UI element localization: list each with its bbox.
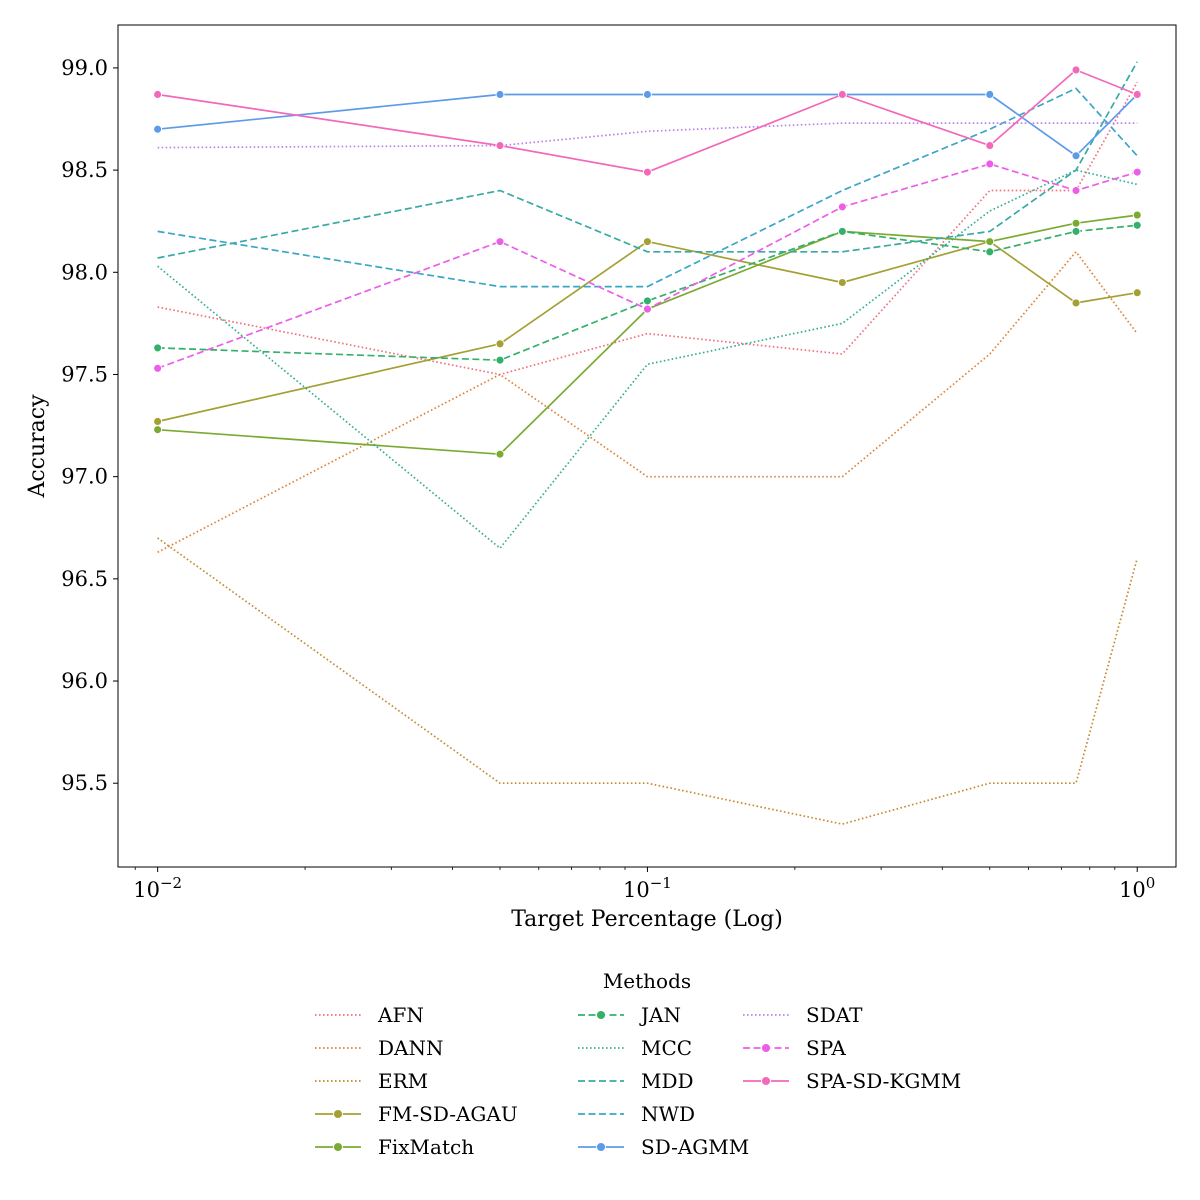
- x-tick-exponent: 0: [1146, 874, 1156, 892]
- legend-marker-spa-sd-kgmm: [761, 1076, 771, 1086]
- x-tick-label: 100: [1119, 874, 1155, 902]
- data-point-fm-sd-agau: [837, 278, 847, 287]
- y-tick-label: 97.0: [61, 465, 108, 489]
- data-point-spa-sd-kgmm: [495, 141, 505, 151]
- legend-label-mcc: MCC: [641, 1036, 692, 1060]
- legend: Methods AFN DANN ERM FM-SD-AGAU FixMatch JAN MC…: [315, 969, 961, 1159]
- series-line-sdat: [157, 122, 1138, 149]
- data-point-fixmatch: [153, 425, 163, 435]
- x-tick-exponent: −2: [160, 874, 182, 892]
- legend-label-fm-sd-agau: FM-SD-AGAU: [378, 1102, 518, 1126]
- legend-label-sd-agmm: SD-AGMM: [641, 1135, 749, 1159]
- y-tick-label: 99.0: [61, 56, 108, 80]
- data-point-spa: [153, 363, 163, 373]
- x-tick-base: 10: [133, 878, 160, 902]
- x-tick-base: 10: [623, 878, 650, 902]
- data-point-sd-agmm: [153, 124, 163, 134]
- y-tick-label: 98.5: [61, 158, 108, 182]
- data-point-jan: [495, 355, 505, 365]
- data-point-spa: [1132, 167, 1142, 177]
- y-tick-label: 98.0: [61, 260, 108, 284]
- x-axis-label: Target Percentage (Log): [511, 907, 783, 932]
- data-point-fixmatch: [495, 449, 505, 459]
- legend-label-spa: SPA: [806, 1036, 846, 1060]
- legend-marker-sd-agmm: [596, 1142, 606, 1152]
- data-point-sd-agmm: [495, 90, 505, 99]
- data-point-jan: [985, 247, 995, 257]
- y-tick-label: 96.5: [61, 567, 108, 591]
- legend-label-mdd: MDD: [641, 1069, 694, 1093]
- data-point-sd-agmm: [1071, 151, 1081, 161]
- data-point-jan: [1071, 226, 1081, 236]
- legend-label-sdat: SDAT: [806, 1003, 863, 1027]
- data-point-jan: [837, 226, 847, 236]
- y-axis-label: Accuracy: [25, 394, 50, 499]
- legend-label-nwd: NWD: [641, 1102, 695, 1126]
- x-tick-base: 10: [1119, 878, 1146, 902]
- data-point-sd-agmm: [985, 90, 995, 99]
- x-tick-label: 10−1: [623, 874, 672, 902]
- data-point-spa: [985, 159, 995, 169]
- data-point-fixmatch: [985, 237, 995, 247]
- legend-label-jan: JAN: [639, 1003, 681, 1027]
- legend-marker-fm-sd-agau: [333, 1109, 343, 1119]
- data-point-spa-sd-kgmm: [985, 141, 995, 151]
- legend-label-spa-sd-kgmm: SPA-SD-KGMM: [806, 1069, 961, 1093]
- data-point-spa: [495, 237, 505, 247]
- series-line-mdd: [157, 61, 1138, 259]
- data-point-fm-sd-agau: [495, 339, 505, 349]
- plot-frame: [117, 24, 1177, 868]
- data-point-sd-agmm: [642, 90, 652, 99]
- series-line-dann: [157, 250, 1138, 554]
- legend-marker-spa: [761, 1043, 771, 1053]
- x-tick-label: 10−2: [133, 874, 182, 902]
- y-tick-label: 97.5: [61, 362, 108, 386]
- data-point-fm-sd-agau: [153, 417, 163, 426]
- legend-label-erm: ERM: [378, 1069, 428, 1093]
- data-point-jan: [1132, 220, 1142, 230]
- y-tick-label: 95.5: [61, 771, 108, 795]
- y-tick-label: 96.0: [61, 669, 108, 693]
- data-point-fm-sd-agau: [642, 237, 652, 247]
- legend-marker-fixmatch: [333, 1142, 343, 1152]
- data-point-spa-sd-kgmm: [153, 90, 163, 99]
- data-point-fm-sd-agau: [1071, 298, 1081, 308]
- x-tick-exponent: −1: [650, 874, 672, 892]
- data-point-spa: [1071, 186, 1081, 195]
- legend-title: Methods: [603, 969, 691, 993]
- data-point-spa: [642, 304, 652, 314]
- legend-label-dann: DANN: [378, 1036, 443, 1060]
- data-point-fixmatch: [1132, 210, 1142, 220]
- legend-label-afn: AFN: [377, 1003, 424, 1027]
- data-point-spa-sd-kgmm: [642, 167, 652, 177]
- series-line-nwd: [157, 87, 1138, 288]
- data-point-spa-sd-kgmm: [1132, 90, 1142, 99]
- data-point-spa-sd-kgmm: [1071, 65, 1081, 75]
- data-point-fixmatch: [1071, 218, 1081, 228]
- data-point-fm-sd-agau: [1132, 288, 1142, 298]
- data-point-jan: [153, 343, 163, 353]
- data-point-spa: [837, 202, 847, 212]
- legend-marker-jan: [596, 1010, 606, 1020]
- legend-label-fixmatch: FixMatch: [378, 1135, 474, 1159]
- data-point-jan: [642, 296, 652, 306]
- series-line-erm: [157, 537, 1139, 825]
- data-point-spa-sd-kgmm: [837, 90, 847, 99]
